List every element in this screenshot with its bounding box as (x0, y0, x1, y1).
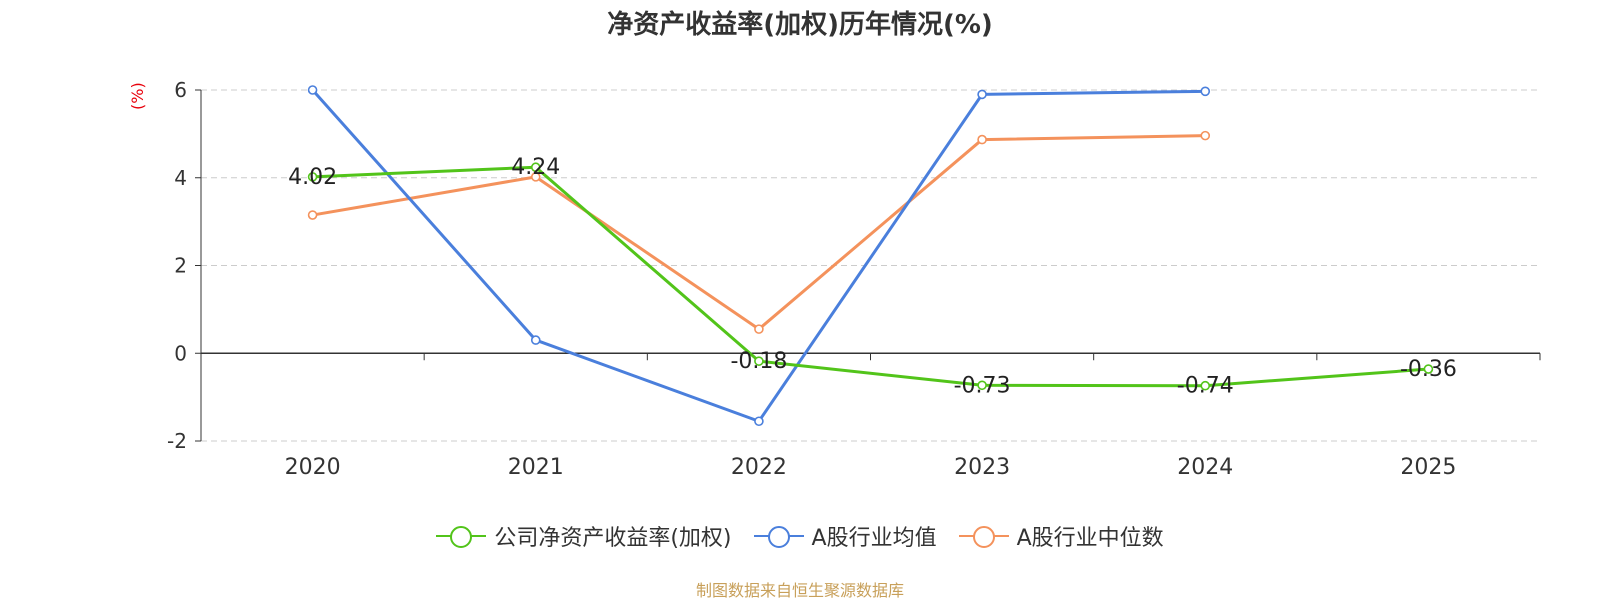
y-tick-label: 4 (174, 166, 187, 190)
chart-legend: 公司净资产收益率(加权) A股行业均值 A股行业中位数 (0, 520, 1600, 552)
legend-swatch-icon (958, 526, 1009, 548)
data-point (977, 134, 987, 145)
legend-swatch-icon (753, 526, 804, 548)
legend-item-industry-median[interactable]: A股行业中位数 (958, 520, 1164, 552)
y-tick-label: 2 (174, 254, 187, 278)
x-tick-label: 2020 (285, 455, 341, 480)
data-point (754, 416, 764, 427)
y-tick-label: 6 (174, 78, 187, 102)
data-point (307, 210, 318, 220)
line-chart: 6 4 2 0 -2 2020 2021 2022 2023 2024 2025 4.02 4.24 -0… (167, 78, 1541, 480)
legend-item-industry-average[interactable]: A股行业均值 (753, 520, 937, 552)
data-point (754, 324, 764, 334)
legend-label: A股行业中位数 (1016, 526, 1164, 551)
data-label: -0.36 (1400, 357, 1457, 382)
x-tick-label: 2021 (508, 455, 564, 480)
chart-title: 净资产收益率(加权)历年情况(%) (607, 10, 993, 40)
data-point (530, 162, 541, 173)
data-point (307, 85, 318, 95)
data-point (530, 172, 541, 182)
data-label: -0.74 (1177, 374, 1234, 399)
data-label: -0.73 (954, 373, 1011, 398)
data-label: -0.18 (730, 349, 787, 374)
data-label: 4.02 (288, 165, 337, 190)
data-point (530, 335, 541, 345)
data-point (1200, 130, 1211, 141)
data-label: 4.24 (511, 155, 560, 180)
data-point (1200, 380, 1211, 391)
x-tick-label: 2022 (731, 455, 787, 480)
data-point (307, 172, 318, 182)
data-point (1423, 364, 1434, 374)
series-line (312, 134, 1206, 331)
data-point (754, 356, 764, 366)
legend-label: 公司净资产收益率(加权) (494, 526, 732, 551)
x-tick-label: 2025 (1400, 455, 1456, 480)
legend-swatch-icon (436, 526, 487, 548)
legend-item-company-roe[interactable]: 公司净资产收益率(加权) (436, 520, 732, 552)
y-tick-label: -2 (167, 429, 187, 453)
data-point (1200, 86, 1211, 97)
data-point (977, 89, 987, 100)
data-source-note: 制图数据来自恒生聚源数据库 (695, 581, 904, 600)
y-tick-label: 0 (174, 341, 187, 365)
data-point (977, 380, 987, 391)
series-line (312, 165, 1429, 388)
legend-label: A股行业均值 (811, 526, 937, 551)
x-tick-label: 2023 (954, 455, 1010, 480)
x-tick-label: 2024 (1177, 455, 1233, 480)
